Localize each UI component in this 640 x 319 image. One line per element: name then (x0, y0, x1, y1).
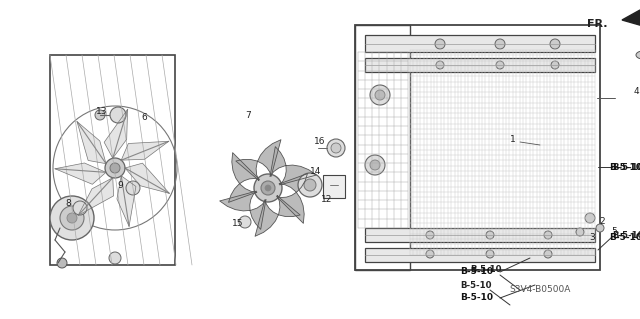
Bar (365, 35, 595, 52)
Text: B-5-10: B-5-10 (609, 162, 640, 172)
Text: 5: 5 (611, 226, 617, 235)
Polygon shape (121, 141, 169, 160)
Circle shape (105, 158, 125, 178)
Polygon shape (104, 109, 127, 158)
Text: 14: 14 (310, 167, 322, 176)
Circle shape (298, 173, 322, 197)
Polygon shape (276, 174, 307, 223)
Text: 7: 7 (245, 110, 251, 120)
Circle shape (435, 39, 445, 49)
Bar (50, 55, 175, 265)
Circle shape (110, 163, 120, 173)
Text: B-5-10: B-5-10 (612, 231, 640, 240)
Circle shape (375, 90, 385, 100)
Circle shape (331, 143, 341, 153)
Ellipse shape (636, 51, 640, 59)
Text: 2: 2 (599, 218, 605, 226)
Circle shape (426, 250, 434, 258)
Circle shape (73, 201, 87, 215)
Circle shape (370, 85, 390, 105)
Text: B-5-10: B-5-10 (460, 280, 492, 290)
Text: B-5-10: B-5-10 (612, 164, 640, 173)
Circle shape (109, 252, 121, 264)
Circle shape (60, 206, 84, 230)
Circle shape (496, 61, 504, 69)
Text: B-5-10: B-5-10 (609, 233, 640, 241)
Polygon shape (236, 140, 281, 180)
Circle shape (544, 231, 552, 239)
Circle shape (486, 250, 494, 258)
Polygon shape (270, 147, 316, 185)
Bar (365, 58, 595, 72)
Circle shape (239, 216, 251, 228)
Circle shape (110, 107, 126, 123)
Text: 4: 4 (633, 87, 639, 97)
Text: B-5-10: B-5-10 (470, 265, 502, 275)
Polygon shape (125, 163, 170, 193)
Circle shape (365, 155, 385, 175)
Circle shape (50, 196, 94, 240)
Text: S3V4-B0500A: S3V4-B0500A (509, 286, 571, 294)
Circle shape (265, 185, 271, 191)
Text: 9: 9 (117, 181, 123, 189)
Text: 15: 15 (232, 219, 244, 228)
Circle shape (550, 39, 560, 49)
Text: 16: 16 (314, 137, 326, 146)
Text: FR.: FR. (588, 19, 608, 29)
Polygon shape (622, 10, 640, 28)
Circle shape (370, 160, 380, 170)
Bar (355, 25, 600, 270)
Text: 3: 3 (589, 233, 595, 241)
Polygon shape (77, 122, 106, 164)
Circle shape (544, 250, 552, 258)
Polygon shape (255, 196, 300, 236)
Text: B-5-10: B-5-10 (461, 293, 493, 302)
Circle shape (495, 39, 505, 49)
Polygon shape (228, 153, 259, 202)
Circle shape (95, 110, 105, 120)
Text: 13: 13 (96, 108, 108, 116)
Polygon shape (55, 163, 106, 184)
Circle shape (261, 181, 275, 195)
Circle shape (585, 213, 595, 223)
Text: 12: 12 (321, 196, 333, 204)
Circle shape (436, 61, 444, 69)
Bar (355, 25, 410, 270)
Text: 6: 6 (141, 114, 147, 122)
Circle shape (67, 213, 77, 223)
Circle shape (486, 231, 494, 239)
Circle shape (254, 174, 282, 202)
Polygon shape (117, 176, 136, 226)
Bar (323, 175, 345, 198)
Circle shape (576, 228, 584, 236)
Circle shape (426, 231, 434, 239)
Text: 1: 1 (510, 136, 516, 145)
Circle shape (327, 139, 345, 157)
Bar (365, 228, 595, 242)
Circle shape (57, 258, 67, 268)
Polygon shape (220, 191, 266, 229)
Circle shape (304, 179, 316, 191)
Circle shape (596, 224, 604, 232)
Text: 8: 8 (65, 199, 71, 209)
Bar (365, 248, 595, 262)
Circle shape (126, 181, 140, 195)
Text: B-5-10: B-5-10 (461, 268, 493, 277)
Polygon shape (78, 178, 114, 215)
Circle shape (551, 61, 559, 69)
